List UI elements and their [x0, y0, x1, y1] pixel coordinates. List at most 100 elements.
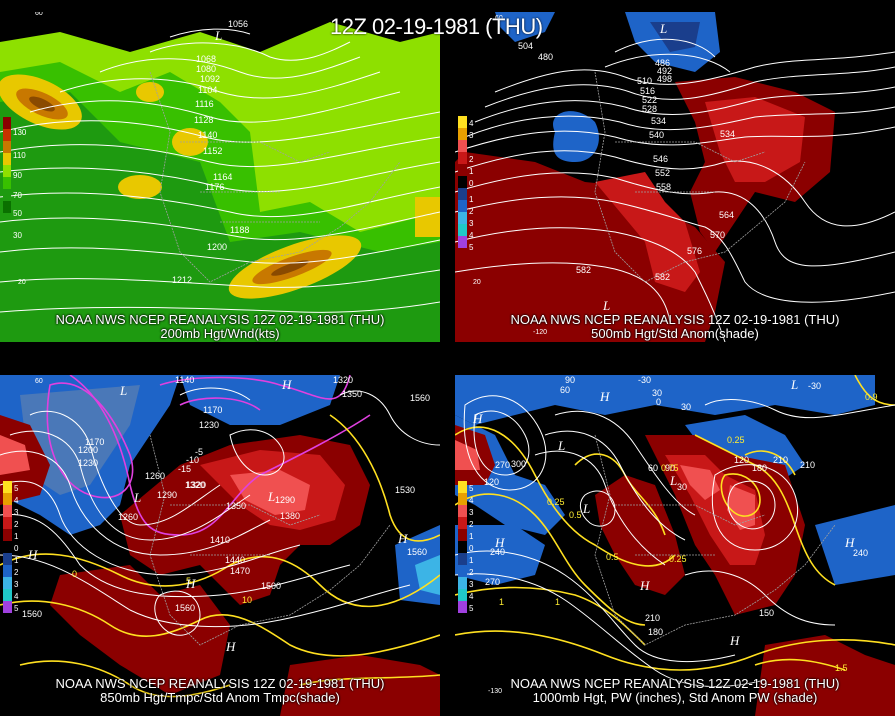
low-marker: L — [133, 490, 141, 505]
contour-label: 300 — [511, 459, 526, 469]
high-marker: H — [225, 639, 236, 654]
contour-label: 90 — [565, 375, 575, 385]
caption-line-2: 500mb Hgt/Std Anom(shade) — [591, 326, 759, 341]
contour-label: 1350 — [342, 389, 362, 399]
contour-label: 1230 — [199, 420, 219, 430]
contour-label: 1140 — [198, 130, 217, 140]
contour-label: 210 — [773, 455, 788, 465]
contour-label: 60 — [560, 385, 570, 395]
pw-label: 0.25 — [727, 435, 745, 445]
contour-label: 534 — [720, 129, 735, 139]
contour-label: 30 — [677, 482, 687, 492]
contour-labels-200mb: 1056 1068 1080 1092 1104 1116 1128 1140 … — [18, 12, 249, 286]
caption-line-2: 850mb Hgt/Tmpc/Std Anom Tmpc(shade) — [100, 690, 340, 705]
anom-positive-south — [280, 655, 440, 716]
legend-1000mb: 5 4 3 2 1 0 1 2 3 4 5 — [458, 481, 474, 613]
contour-label: 1170 — [203, 405, 222, 415]
contour-label: 1104 — [198, 85, 217, 95]
contour-labels-500mb: 504 480 486 492 498 510 516 522 528 534 … — [473, 15, 735, 336]
temp-label: 10 — [242, 595, 252, 605]
contour-label: 570 — [710, 230, 725, 240]
pw-label: 0.9 — [865, 392, 878, 402]
coastlines-500mb — [594, 71, 806, 283]
contour-label: 492 — [657, 66, 672, 76]
contour-label: 1164 — [213, 172, 232, 182]
caption-line-1: NOAA NWS NCEP REANALYSIS 12Z 02-19-1981 … — [55, 312, 385, 327]
contour-label: 546 — [653, 154, 668, 164]
contour-label: 1560 — [22, 609, 42, 619]
high-marker: H — [844, 535, 855, 550]
contour-label: 270 — [495, 460, 510, 470]
height-contours-850mb — [0, 387, 440, 636]
contour-label: 180 — [752, 463, 767, 473]
caption-1000mb: NOAA NWS NCEP REANALYSIS 12Z 02-19-1981 … — [455, 677, 895, 705]
legend-label: 1 — [469, 195, 474, 204]
legend-label: 50 — [13, 209, 22, 218]
caption-line-1: NOAA NWS NCEP REANALYSIS 12Z 02-19-1981 … — [510, 312, 840, 327]
contour-label: 1212 — [172, 275, 192, 285]
legend-label: 70 — [13, 191, 22, 200]
contour-label: 582 — [655, 272, 670, 282]
panel-1000mb: -30 90 60 30 30 0 -30 60 120 180 210 210… — [455, 375, 895, 716]
contour-label: 1380 — [280, 511, 300, 521]
contour-label: 480 — [538, 52, 553, 62]
jet-core-nw — [136, 82, 164, 102]
legend-label: 5 — [14, 604, 19, 613]
caption-line-1: NOAA NWS NCEP REANALYSIS 12Z 02-19-1981 … — [510, 676, 840, 691]
contour-label: 120 — [484, 477, 499, 487]
pw-label: 1.5 — [835, 663, 848, 673]
high-marker: H — [281, 377, 292, 392]
contour-label: -30 — [638, 375, 651, 385]
contour-label: 576 — [687, 246, 702, 256]
contour-label: 504 — [518, 41, 533, 51]
legend-label: 3 — [14, 580, 19, 589]
temp-label: 0 — [72, 569, 77, 579]
coastlines-1000mb — [594, 434, 836, 646]
contour-label: 1560 — [407, 547, 427, 557]
legend-label: 3 — [469, 508, 474, 517]
contour-label: 1320 — [186, 480, 206, 490]
legend-label: 90 — [13, 171, 22, 180]
high-marker: H — [472, 411, 483, 426]
high-marker: H — [494, 535, 505, 550]
high-marker: H — [27, 547, 38, 562]
anom-negative-north — [180, 375, 340, 425]
main-title: 12Z 02-19-1981 (THU) — [330, 14, 543, 39]
anom-negative-nw — [495, 12, 555, 42]
contour-labels-1000mb: -30 90 60 30 30 0 -30 60 120 180 210 210… — [472, 375, 878, 695]
contour-label: 1152 — [203, 146, 222, 156]
height-contours-500mb — [455, 38, 895, 342]
legend-label: 1 — [14, 532, 19, 541]
map-500mb: 504 480 486 492 498 510 516 522 528 534 … — [455, 12, 895, 342]
contour-label: 180 — [648, 627, 663, 637]
contour-label: 486 — [655, 58, 670, 68]
contour-label: 564 — [719, 210, 734, 220]
map-850mb: 1140 1170 1170 1200 1230 1230 1260 1290 … — [0, 375, 440, 716]
contour-label: 540 — [649, 130, 664, 140]
contour-label: 120 — [734, 455, 749, 465]
lat-label: 20 — [473, 279, 481, 286]
contour-label: 1200 — [78, 445, 98, 455]
coastlines-850mb — [149, 434, 391, 646]
contour-label: 1056 — [228, 19, 248, 29]
jet-core-central — [118, 175, 162, 199]
high-marker: H — [599, 389, 610, 404]
legend-label: 3 — [469, 131, 474, 140]
lat-label: 60 — [35, 378, 43, 385]
legend-label: 0 — [469, 179, 474, 188]
anom-negative-north-inner — [650, 22, 700, 52]
map-200mb: 1056 1068 1080 1092 1104 1116 1128 1140 … — [0, 12, 440, 342]
high-marker: H — [729, 633, 740, 648]
low-marker: L — [659, 21, 667, 36]
contour-label: 1068 — [196, 54, 216, 64]
legend-label: 110 — [13, 151, 26, 160]
pw-label: 0.25 — [547, 497, 565, 507]
panel-850mb: 1140 1170 1170 1200 1230 1230 1260 1290 … — [0, 375, 440, 716]
contour-label: 1170 — [85, 437, 104, 447]
freezing-contours-850mb — [0, 414, 440, 698]
legend-label: 2 — [469, 155, 474, 164]
contour-label: 528 — [642, 104, 657, 114]
legend-label: 5 — [469, 604, 474, 613]
lat-label: 60 — [35, 12, 43, 17]
contour-label: 1410 — [210, 535, 230, 545]
